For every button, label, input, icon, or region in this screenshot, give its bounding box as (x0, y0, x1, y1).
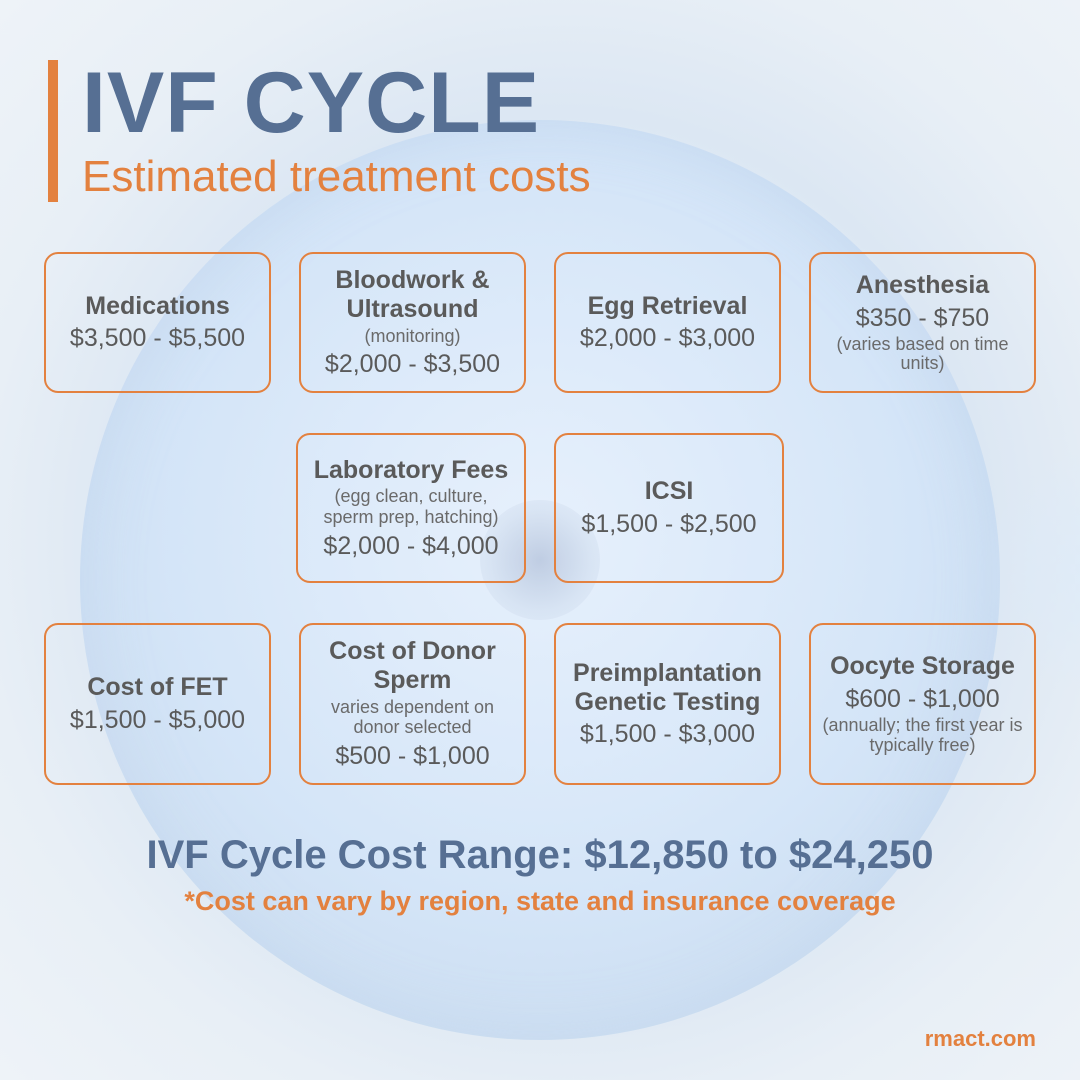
card-sub: (egg clean, culture, sperm prep, hatchin… (308, 486, 514, 527)
card-price: $3,500 - $5,500 (70, 324, 245, 353)
card-title: ICSI (645, 477, 694, 506)
card-title: Medications (85, 292, 229, 321)
cost-grid: Medications $3,500 - $5,500 Bloodwork & … (0, 252, 1080, 785)
title-block: IVF CYCLE Estimated treatment costs (82, 60, 591, 202)
card-anesthesia: Anesthesia $350 - $750 (varies based on … (809, 252, 1036, 393)
card-sub: varies dependent on donor selected (311, 697, 514, 738)
cost-row-3: Cost of FET $1,500 - $5,000 Cost of Dono… (44, 623, 1036, 785)
card-icsi: ICSI $1,500 - $2,500 (554, 433, 784, 583)
card-title: Anesthesia (856, 271, 989, 300)
card-price: $350 - $750 (856, 304, 989, 333)
card-pgt: Preimplantation Genetic Testing $1,500 -… (554, 623, 781, 785)
card-price: $1,500 - $3,000 (580, 720, 755, 749)
card-price: $1,500 - $5,000 (70, 706, 245, 735)
card-oocyte-storage: Oocyte Storage $600 - $1,000 (annually; … (809, 623, 1036, 785)
card-medications: Medications $3,500 - $5,500 (44, 252, 271, 393)
card-title: Bloodwork & Ultrasound (311, 266, 514, 324)
card-price: $2,000 - $4,000 (323, 532, 498, 561)
card-note: (annually; the first year is typically f… (821, 716, 1024, 756)
card-price: $2,000 - $3,000 (580, 324, 755, 353)
card-fet: Cost of FET $1,500 - $5,000 (44, 623, 271, 785)
card-price: $500 - $1,000 (335, 742, 489, 771)
summary-note: *Cost can vary by region, state and insu… (0, 886, 1080, 917)
card-title: Laboratory Fees (314, 456, 509, 485)
footer-site: rmact.com (925, 1026, 1036, 1052)
cost-row-2: Laboratory Fees (egg clean, culture, spe… (44, 433, 1036, 583)
card-price: $2,000 - $3,500 (325, 350, 500, 379)
header: IVF CYCLE Estimated treatment costs (0, 0, 1080, 202)
card-title: Cost of FET (87, 673, 227, 702)
card-sub: (monitoring) (364, 326, 460, 347)
card-price: $1,500 - $2,500 (581, 510, 756, 539)
card-note: (varies based on time units) (821, 335, 1024, 375)
cost-row-1: Medications $3,500 - $5,500 Bloodwork & … (44, 252, 1036, 393)
card-title: Oocyte Storage (830, 652, 1015, 681)
card-price: $600 - $1,000 (845, 685, 999, 714)
summary-range: IVF Cycle Cost Range: $12,850 to $24,250 (0, 833, 1080, 878)
card-title: Egg Retrieval (588, 292, 748, 321)
summary: IVF Cycle Cost Range: $12,850 to $24,250… (0, 833, 1080, 917)
page-title: IVF CYCLE (82, 60, 591, 146)
card-title: Cost of Donor Sperm (311, 637, 514, 695)
card-lab-fees: Laboratory Fees (egg clean, culture, spe… (296, 433, 526, 583)
accent-bar (48, 60, 58, 202)
card-title: Preimplantation Genetic Testing (566, 659, 769, 717)
card-bloodwork: Bloodwork & Ultrasound (monitoring) $2,0… (299, 252, 526, 393)
page-subtitle: Estimated treatment costs (82, 152, 591, 202)
card-donor-sperm: Cost of Donor Sperm varies dependent on … (299, 623, 526, 785)
card-egg-retrieval: Egg Retrieval $2,000 - $3,000 (554, 252, 781, 393)
